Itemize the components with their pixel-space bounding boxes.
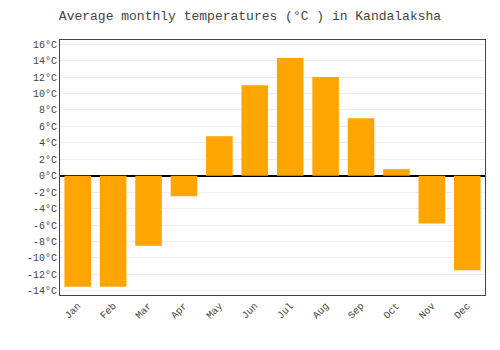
svg-text:10°C: 10°C (33, 89, 57, 100)
svg-text:Dec: Dec (452, 301, 473, 322)
svg-text:2°C: 2°C (39, 155, 57, 166)
svg-text:-14°C: -14°C (27, 286, 57, 297)
svg-text:-8°C: -8°C (33, 237, 57, 248)
svg-text:-12°C: -12°C (27, 270, 57, 281)
svg-text:Jan: Jan (63, 301, 84, 322)
svg-text:12°C: 12°C (33, 73, 57, 84)
svg-text:6°C: 6°C (39, 122, 57, 133)
svg-text:Nov: Nov (417, 301, 438, 322)
svg-text:Oct: Oct (382, 301, 403, 322)
svg-text:Jul: Jul (275, 301, 296, 322)
svg-text:14°C: 14°C (33, 56, 57, 67)
svg-text:Jun: Jun (240, 301, 261, 322)
svg-text:4°C: 4°C (39, 138, 57, 149)
svg-text:Feb: Feb (98, 301, 119, 322)
svg-text:-2°C: -2°C (33, 188, 57, 199)
svg-text:Sep: Sep (346, 301, 367, 322)
svg-text:8°C: 8°C (39, 105, 57, 116)
svg-text:0°C: 0°C (39, 171, 57, 182)
svg-text:16°C: 16°C (33, 40, 57, 51)
svg-text:Mar: Mar (134, 301, 155, 322)
svg-text:-10°C: -10°C (27, 253, 57, 264)
svg-text:-6°C: -6°C (33, 221, 57, 232)
svg-text:-4°C: -4°C (33, 204, 57, 215)
svg-text:May: May (205, 301, 226, 322)
svg-text:Average monthly temperatures (: Average monthly temperatures (°C ) in Ka… (59, 9, 441, 24)
svg-text:Apr: Apr (169, 301, 190, 322)
svg-text:Aug: Aug (311, 301, 332, 322)
